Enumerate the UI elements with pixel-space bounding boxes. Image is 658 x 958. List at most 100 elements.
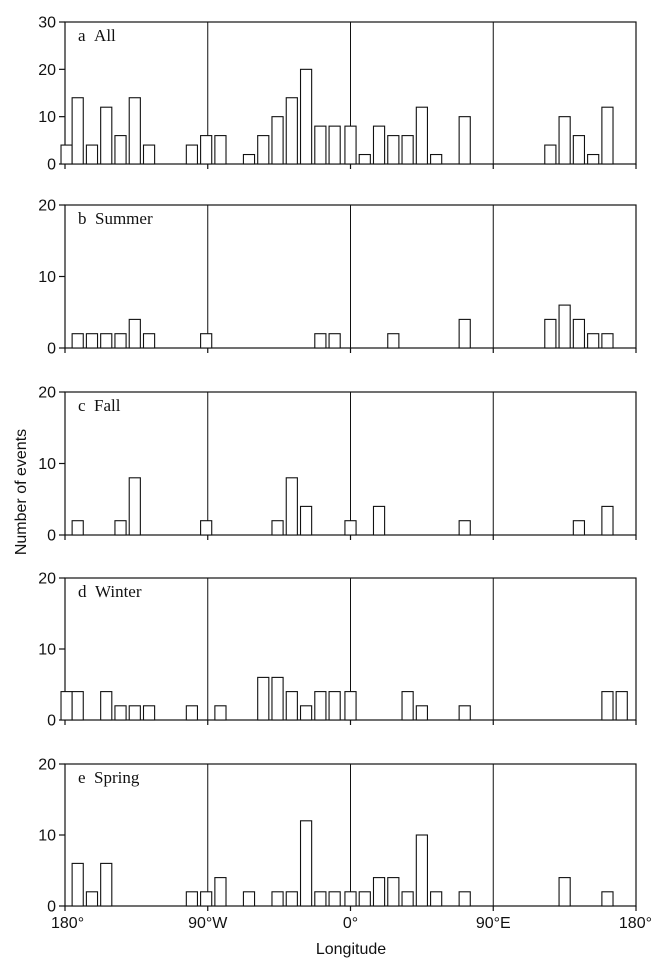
y-tick-label: 0 [47, 899, 56, 916]
histogram-bar [587, 333, 600, 349]
histogram-bar [344, 891, 357, 907]
histogram-bar [387, 877, 400, 907]
histogram-bar [185, 891, 199, 907]
histogram-bar [401, 891, 414, 907]
histogram-bar [344, 125, 357, 165]
histogram-bar [114, 520, 127, 536]
histogram-bar [401, 691, 414, 721]
histogram-bar [415, 106, 428, 165]
histogram-bar [71, 862, 84, 907]
x-tick-label: 180° [51, 915, 84, 932]
histogram-bar [458, 891, 471, 907]
histogram-bar [587, 153, 600, 165]
histogram-bar [200, 135, 213, 165]
x-axis-title: Longitude [316, 941, 386, 958]
histogram-bar [285, 477, 298, 536]
histogram-bar [128, 97, 141, 165]
panel-label: c Fall [78, 396, 121, 415]
y-tick-label: 20 [38, 198, 56, 215]
histogram-bar [271, 520, 284, 536]
histogram-bar [200, 891, 213, 907]
histogram-bar [544, 318, 557, 349]
histogram-bar [601, 691, 614, 721]
histogram-bar [572, 318, 586, 349]
histogram-bar [271, 676, 284, 721]
x-tick-label: 90°E [476, 915, 511, 932]
histogram-bar [85, 333, 99, 349]
histogram-bar [387, 333, 400, 349]
y-tick-label: 20 [38, 385, 56, 402]
histogram-bar [387, 135, 400, 165]
panel-a: 0 10 20 30 a All [38, 15, 637, 174]
histogram-bar [242, 153, 256, 165]
histogram-bar [328, 691, 341, 721]
histogram-bar [430, 153, 443, 165]
x-tick-label: 90°W [188, 915, 228, 932]
histogram-bar [285, 891, 298, 907]
y-axis-title: Number of events [13, 429, 30, 555]
histogram-bar [200, 333, 213, 349]
histogram-bar [100, 333, 113, 349]
histogram-bar [71, 520, 84, 536]
y-tick-label: 10 [38, 642, 56, 659]
histogram-bar [458, 116, 471, 165]
histogram-bar [71, 333, 84, 349]
histogram-bar [544, 144, 557, 165]
panel-c: 0 10 20 c Fall [38, 385, 637, 545]
histogram-bar [142, 705, 156, 721]
histogram-bar [128, 477, 141, 536]
histogram-bar [285, 97, 298, 165]
histogram-bar [615, 691, 628, 721]
y-tick-label: 0 [47, 528, 56, 545]
histogram-bar [257, 676, 270, 721]
histogram-bar [458, 318, 471, 349]
histogram-bar [415, 705, 428, 721]
histogram-bar [128, 318, 141, 349]
histogram-bar [100, 691, 113, 721]
histogram-bar [558, 304, 571, 349]
y-tick-label: 10 [38, 456, 56, 473]
y-tick-label: 20 [38, 571, 56, 588]
histogram-bar [85, 891, 99, 907]
panel-d: 0 10 20 d Winter [38, 571, 637, 730]
y-tick-label: 20 [38, 62, 56, 79]
histogram-bar [344, 691, 357, 721]
histogram-bar [601, 505, 614, 536]
histogram-bar [328, 891, 341, 907]
histogram-bar [142, 144, 156, 165]
x-tick-label: 0° [343, 915, 358, 932]
y-tick-label: 20 [38, 757, 56, 774]
histogram-bar [358, 891, 371, 907]
histogram-bar [214, 877, 227, 907]
histogram-bar [558, 116, 571, 165]
y-tick-label: 10 [38, 828, 56, 845]
histogram-bar [214, 135, 227, 165]
panel-label: a All [78, 26, 116, 45]
histogram-bar [100, 106, 113, 165]
panel-e: 0 10 20 e Spring [38, 757, 637, 916]
y-tick-label: 10 [38, 269, 56, 286]
histogram-bar [372, 505, 386, 536]
panel-label: b Summer [78, 209, 153, 228]
histogram-bar [314, 333, 327, 349]
histogram-bar [128, 705, 141, 721]
histogram-bar [60, 691, 73, 721]
histogram-bar [142, 333, 156, 349]
panel-label: e Spring [78, 768, 140, 787]
histogram-bar [114, 705, 127, 721]
histogram-bar [185, 705, 199, 721]
histogram-bar [285, 691, 298, 721]
histogram-bar [71, 691, 84, 721]
histogram-bar [572, 520, 586, 536]
y-tick-label: 0 [47, 157, 56, 174]
histogram-bar [257, 135, 270, 165]
histogram-bar [60, 144, 73, 165]
histogram-bar [314, 125, 327, 165]
histogram-bar [71, 97, 84, 165]
histogram-bar [601, 333, 614, 349]
histogram-bar [214, 705, 227, 721]
histogram-bar [344, 520, 357, 536]
histogram-bar [299, 820, 313, 907]
x-tick-label: 180° [619, 915, 652, 932]
